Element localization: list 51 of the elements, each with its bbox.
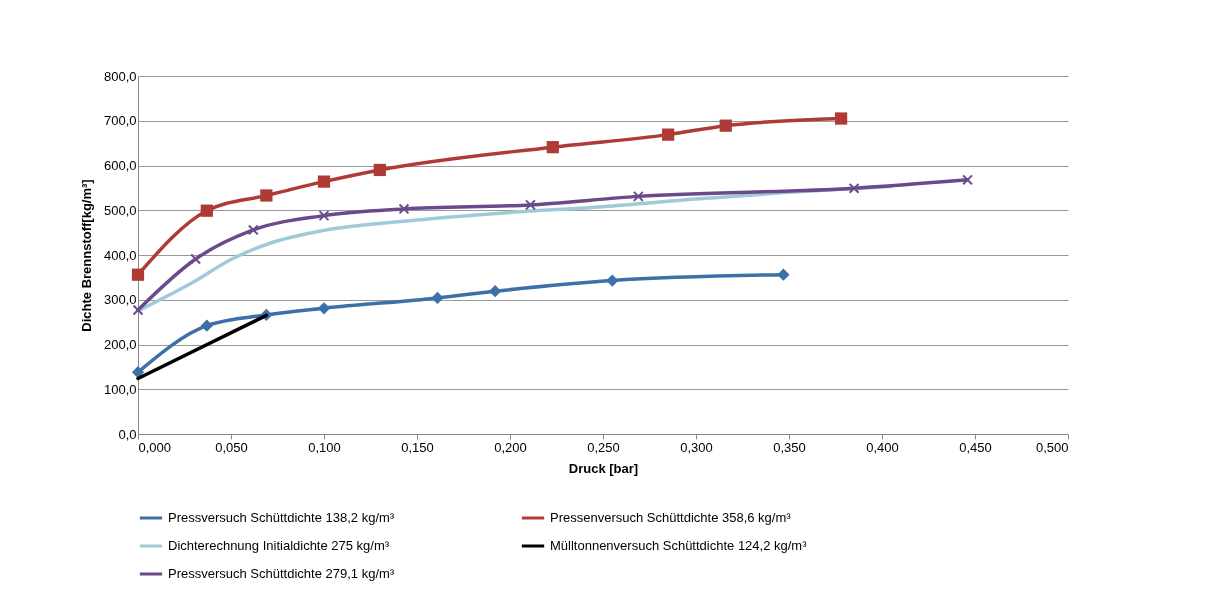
point [318,210,330,222]
point [190,253,202,265]
legend-label: Mülltonnenversuch Schüttdichte 124,2 kg/m³ [550,538,808,553]
point [317,175,331,188]
y-tick-label: 800,0 [103,68,137,84]
y-tick-label: 400,0 [103,247,137,263]
x-tick-label: 0,150 [401,439,434,455]
point [373,163,386,177]
x-tick-label: 0,000 [138,439,172,455]
x-tick-label: 0,100 [308,439,341,455]
y-tick-label: 100,0 [103,381,137,397]
point [962,174,974,186]
point [431,291,444,305]
point [719,119,732,132]
y-tick-label: 500,0 [103,202,137,218]
point [317,302,331,315]
y-axis-title: Dichte Brennstoff[kg/m³] [78,179,94,332]
point [131,268,145,281]
point [606,274,619,287]
legend-label: Dichterechnung Initialdichte 275 kg/m³ [168,538,390,553]
point [200,204,213,217]
x-tick-label: 0,350 [773,439,806,455]
y-tick-label: 700,0 [103,113,137,129]
x-tick-label: 0,400 [866,439,899,455]
point [132,304,144,316]
point [848,182,860,194]
legend-label: Pressversuch Schüttdichte 138,2 kg/m³ [168,510,395,525]
point [260,189,273,202]
point [632,190,644,202]
point [247,224,259,236]
point [200,319,213,332]
x-tick-label: 0,250 [587,439,620,455]
x-tick-label: 0,050 [215,439,248,455]
x-tick-label: 0,450 [959,439,992,455]
point [834,112,848,125]
point [489,285,502,298]
y-tick-label: 200,0 [103,337,137,352]
y-tick-label: 300,0 [103,292,137,308]
legend-label: Pressenversuch Schüttdichte 358,6 kg/m³ [550,510,792,525]
x-axis-title: Druck [bar] [568,460,639,476]
x-tick-label: 0,200 [494,439,527,455]
point [546,141,559,154]
legend-label: Pressversuch Schüttdichte 279,1 kg/m³ [168,566,395,581]
y-tick-label: 0,0 [118,426,137,442]
x-tick-label: 0,300 [680,439,713,455]
point [524,199,536,211]
point [777,268,790,281]
point [661,128,675,141]
y-tick-label: 600,0 [103,158,137,173]
point [398,203,410,215]
x-tick-label: 0,500 [1035,439,1069,455]
